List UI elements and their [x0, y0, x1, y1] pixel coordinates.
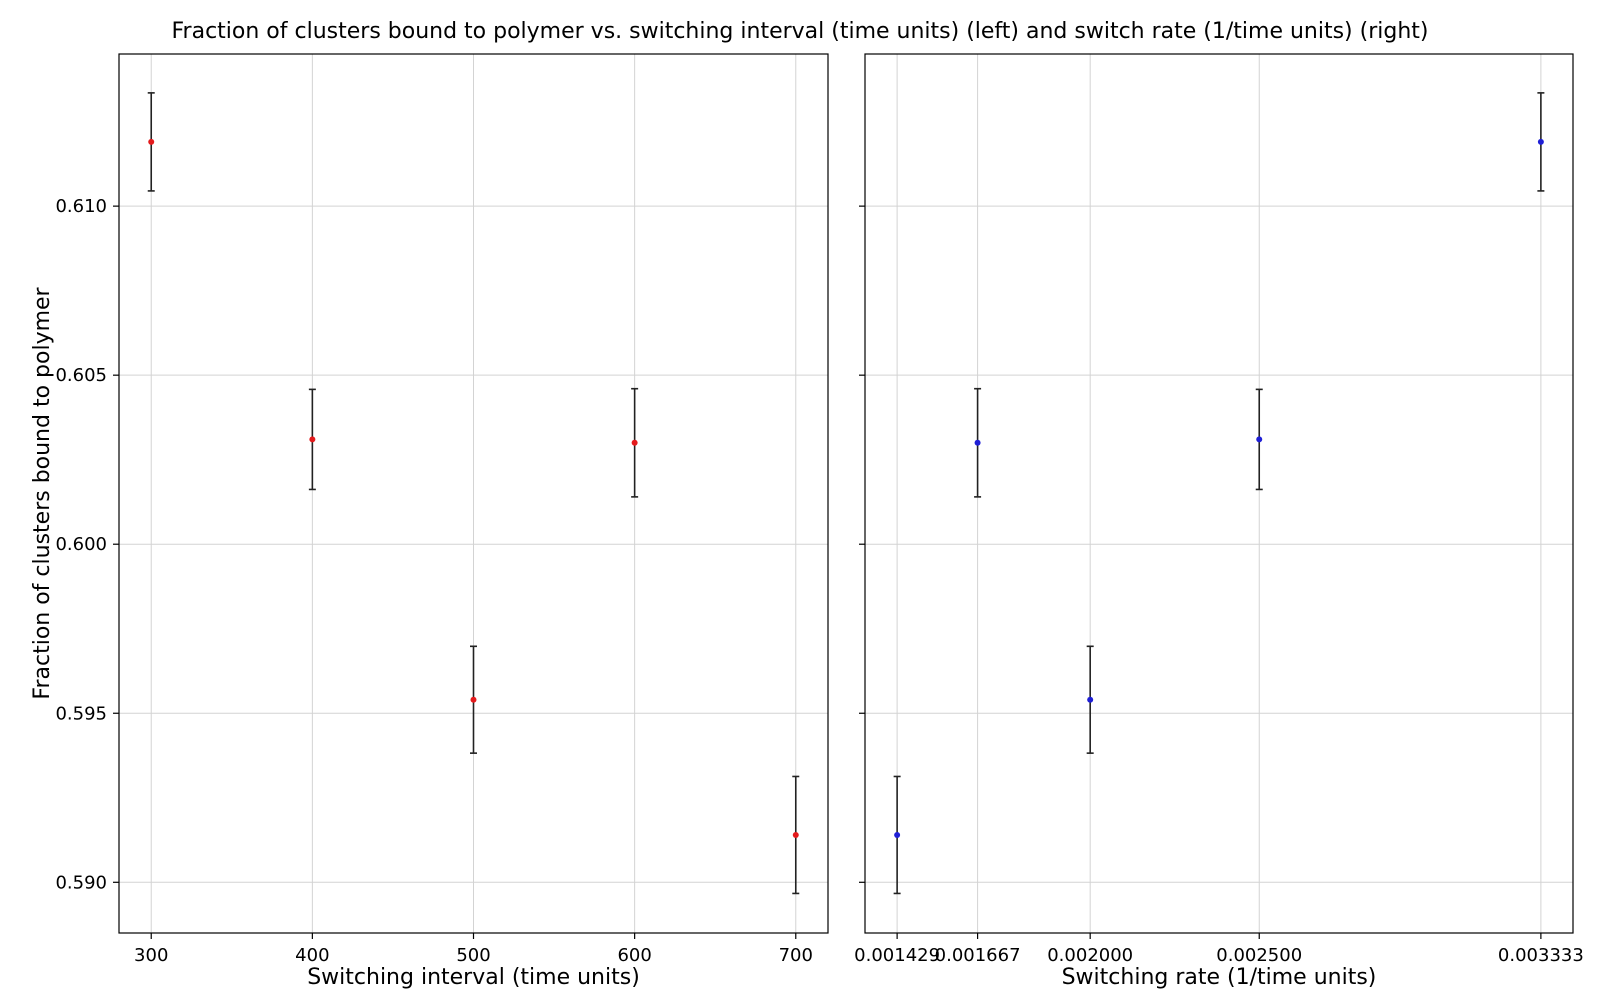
left-data-point [792, 831, 799, 838]
right-data-point [1256, 436, 1263, 443]
left-y-tick-label: 0.600 [55, 534, 107, 555]
right-data-point [894, 831, 901, 838]
right-x-tick-label: 0.001429 [854, 945, 940, 966]
right-axes-frame [864, 53, 1574, 934]
left-x-axis-label: Switching interval (time units) [307, 965, 640, 990]
figure-title: Fraction of clusters bound to polymer vs… [171, 19, 1428, 44]
left-x-tick-label: 700 [779, 945, 813, 966]
right-x-tick-label: 0.001667 [935, 945, 1021, 966]
right-data-point [1537, 138, 1544, 145]
left-axes-frame [118, 53, 829, 934]
right-x-axis-label: Switching rate (1/time units) [1062, 965, 1377, 990]
left-data-point [631, 439, 638, 446]
left-x-tick-label: 600 [617, 945, 651, 966]
left-y-axis-label: Fraction of clusters bound to polymer [30, 286, 55, 699]
left-x-tick-label: 500 [456, 945, 490, 966]
left-data-point [470, 696, 477, 703]
left-x-tick-label: 400 [295, 945, 329, 966]
left-y-tick-label: 0.605 [55, 365, 107, 386]
left-y-tick-label: 0.590 [55, 872, 107, 893]
left-y-tick-label: 0.610 [55, 196, 107, 217]
left-data-point [148, 138, 155, 145]
left-panel-interval: 0.590 0.595 0.600 0.605 0.610 300 400 500 600 700… [30, 53, 829, 990]
right-data-point [1087, 696, 1094, 703]
right-x-tick-label: 0.003333 [1498, 945, 1584, 966]
right-x-tick-label: 0.002000 [1047, 945, 1133, 966]
left-x-tick-label: 300 [134, 945, 168, 966]
left-y-tick-label: 0.595 [55, 703, 107, 724]
right-data-point [974, 439, 981, 446]
left-data-point [309, 436, 316, 443]
right-x-tick-label: 0.002500 [1216, 945, 1302, 966]
